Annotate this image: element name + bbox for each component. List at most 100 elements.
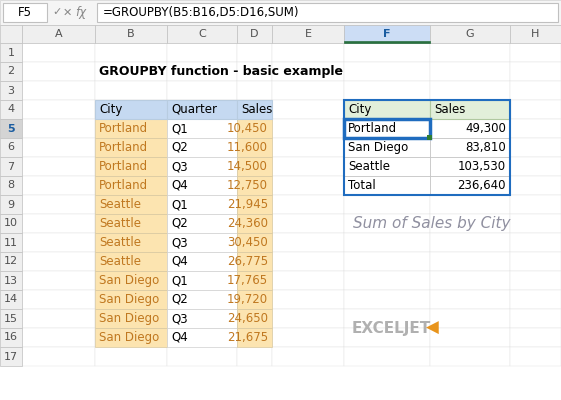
Text: City: City xyxy=(99,103,122,116)
Text: B: B xyxy=(127,29,135,39)
Bar xyxy=(22,100,95,119)
Bar xyxy=(344,252,430,271)
Bar xyxy=(95,119,167,138)
Text: GROUPBY function - basic example: GROUPBY function - basic example xyxy=(99,65,343,78)
Bar xyxy=(272,81,344,100)
Bar xyxy=(430,119,510,138)
Bar xyxy=(344,81,430,100)
Bar xyxy=(22,43,95,62)
Bar xyxy=(167,100,237,119)
Bar xyxy=(95,290,167,309)
Bar xyxy=(237,195,272,214)
Bar xyxy=(430,157,510,176)
Bar xyxy=(237,290,272,309)
Bar xyxy=(237,233,272,252)
Text: Q3: Q3 xyxy=(171,160,187,173)
Bar xyxy=(510,119,561,138)
Bar xyxy=(22,328,95,347)
Bar xyxy=(237,176,272,195)
Text: Quarter: Quarter xyxy=(171,103,217,116)
Bar xyxy=(167,43,237,62)
Bar xyxy=(0,0,561,25)
Text: 26,775: 26,775 xyxy=(227,255,268,268)
Bar xyxy=(272,62,344,81)
Bar xyxy=(95,252,167,271)
Text: E: E xyxy=(305,29,311,39)
Bar xyxy=(0,290,22,309)
Bar xyxy=(430,214,510,233)
Bar xyxy=(167,25,237,43)
Bar xyxy=(344,195,430,214)
Bar xyxy=(167,233,237,252)
Bar xyxy=(427,135,432,140)
Text: H: H xyxy=(531,29,540,39)
Bar xyxy=(167,214,237,233)
Bar xyxy=(430,176,510,195)
Bar xyxy=(510,271,561,290)
Bar xyxy=(167,195,237,214)
Bar xyxy=(95,347,167,366)
Bar xyxy=(430,195,510,214)
Bar xyxy=(272,347,344,366)
Text: Q1: Q1 xyxy=(171,274,188,287)
Text: Q1: Q1 xyxy=(171,122,188,135)
Bar xyxy=(272,100,344,119)
Text: 11: 11 xyxy=(4,238,18,248)
Bar xyxy=(95,157,167,176)
Bar xyxy=(22,214,95,233)
Bar xyxy=(167,252,237,271)
Bar xyxy=(510,157,561,176)
Bar xyxy=(0,252,22,271)
Bar xyxy=(167,138,237,157)
Bar xyxy=(95,25,167,43)
Bar xyxy=(167,157,237,176)
Text: C: C xyxy=(198,29,206,39)
Bar xyxy=(0,214,22,233)
Bar xyxy=(272,176,344,195)
Bar xyxy=(272,119,344,138)
Bar xyxy=(22,81,95,100)
Bar xyxy=(272,214,344,233)
Bar xyxy=(0,138,22,157)
Bar xyxy=(344,157,430,176)
Bar xyxy=(167,81,237,100)
Text: Q4: Q4 xyxy=(171,331,188,344)
Bar xyxy=(167,347,237,366)
Text: 13: 13 xyxy=(4,276,18,286)
Bar xyxy=(237,252,272,271)
Bar xyxy=(510,309,561,328)
Text: 10,450: 10,450 xyxy=(227,122,268,135)
Bar xyxy=(22,62,95,81)
Bar xyxy=(237,138,272,157)
Text: Q4: Q4 xyxy=(171,255,188,268)
Text: San Diego: San Diego xyxy=(99,331,159,344)
Bar xyxy=(237,43,272,62)
Text: Sales: Sales xyxy=(434,103,466,116)
Bar xyxy=(22,176,95,195)
Bar xyxy=(167,309,237,328)
Bar xyxy=(272,252,344,271)
Text: Sum of Sales by City: Sum of Sales by City xyxy=(353,216,511,231)
Text: 3: 3 xyxy=(7,86,15,96)
Bar xyxy=(0,271,22,290)
Bar xyxy=(22,195,95,214)
Text: Q3: Q3 xyxy=(171,312,187,325)
Bar xyxy=(272,195,344,214)
Bar xyxy=(95,100,167,119)
Bar xyxy=(167,328,237,347)
Text: Portland: Portland xyxy=(348,122,397,135)
Text: Portland: Portland xyxy=(99,122,148,135)
Bar xyxy=(95,138,167,157)
Bar xyxy=(344,328,430,347)
Text: 10: 10 xyxy=(4,218,18,228)
Bar xyxy=(430,81,510,100)
Bar xyxy=(344,233,430,252)
Bar xyxy=(510,347,561,366)
Bar xyxy=(237,119,272,138)
Bar xyxy=(237,271,272,290)
Bar xyxy=(344,62,430,81)
Bar xyxy=(272,328,344,347)
Bar xyxy=(237,176,272,195)
Bar xyxy=(237,271,272,290)
Bar xyxy=(22,347,95,366)
